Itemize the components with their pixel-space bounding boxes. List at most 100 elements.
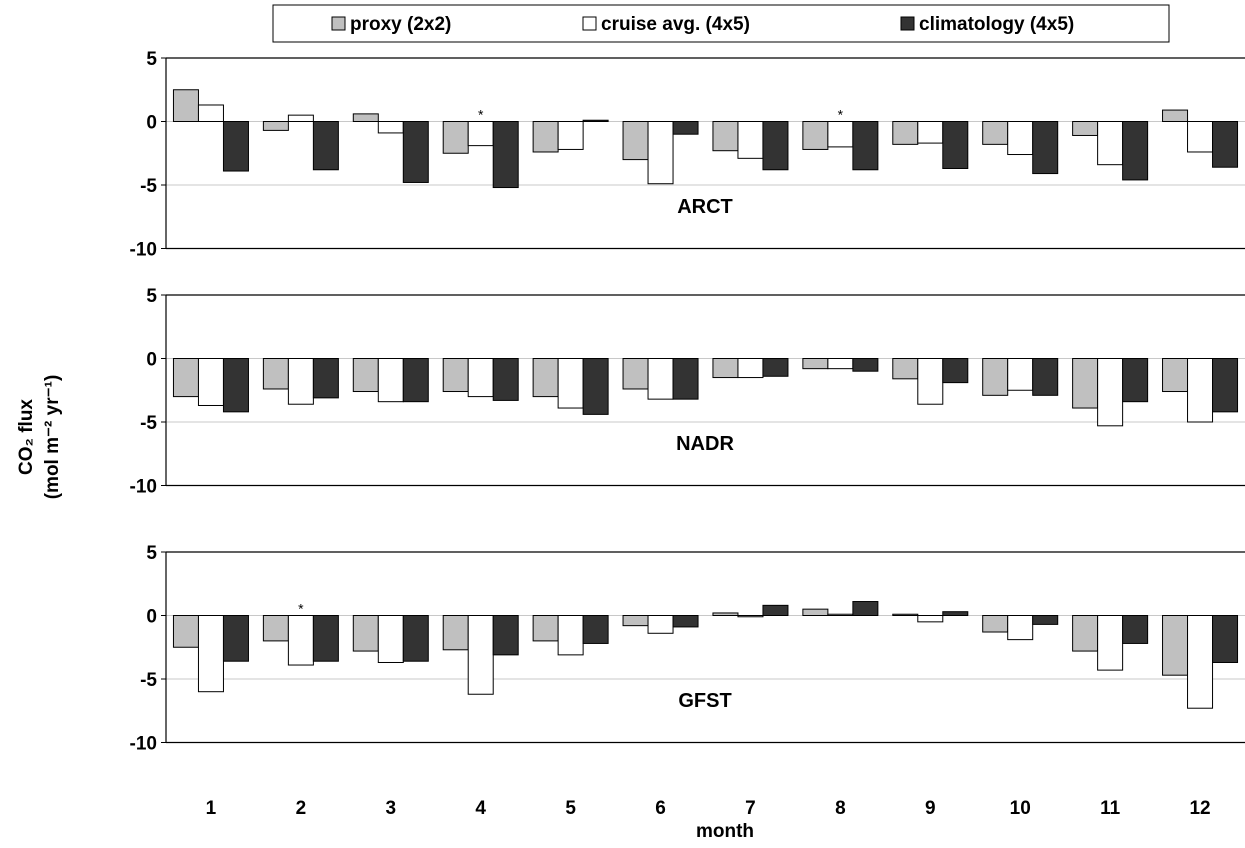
panels: 5 0 -5 -10 ARCT * * 5 0 -5 -10 NADR 5 0 -5 -10 GFST *	[130, 49, 1245, 755]
y-axis-title-line1: CO₂ flux	[16, 399, 37, 475]
bar-nadr-cruise-month-6	[647, 358, 674, 400]
bar-nadr-cruise-month-8	[827, 358, 854, 370]
bar-arct-cruise-month-1	[197, 104, 224, 122]
x-tick-label: 9	[925, 798, 936, 819]
bar-arct-cruise-month-9	[917, 121, 944, 144]
bar-nadr-cruise-month-9	[917, 358, 944, 405]
bar-nadr-cruise-month-11	[1097, 358, 1124, 427]
bar-nadr-cruise-month-10	[1007, 358, 1034, 391]
x-tick-label: 5	[565, 798, 576, 819]
bar-nadr-climatology-month-2	[312, 358, 339, 399]
bar-arct-climatology-month-9	[942, 121, 969, 169]
bar-gfst-climatology-month-4	[492, 615, 519, 656]
bar-arct-cruise-month-5	[557, 121, 584, 150]
bar-gfst-cruise-month-3	[377, 615, 404, 663]
bar-nadr-cruise-month-4	[467, 358, 494, 398]
bar-nadr-cruise-month-7	[737, 358, 764, 379]
asterisk-marker: *	[838, 107, 844, 123]
y-axis-title-line2: (mol m⁻² yr⁻¹)	[42, 375, 63, 500]
bar-nadr-climatology-month-12	[1212, 358, 1239, 413]
bar-arct-proxy-month-8	[802, 121, 829, 150]
y-tick-label: 5	[146, 543, 157, 564]
bar-nadr-cruise-month-1	[197, 358, 224, 406]
legend-label-proxy: proxy (2x2)	[350, 14, 451, 35]
bar-nadr-climatology-month-7	[762, 358, 789, 377]
asterisk-marker: *	[298, 601, 304, 617]
bar-gfst-cruise-month-7	[737, 615, 764, 618]
legend-swatch-proxy	[331, 16, 346, 31]
legend: proxy (2x2) cruise avg. (4x5) climatolog…	[272, 4, 1170, 43]
bar-arct-cruise-month-3	[377, 121, 404, 134]
bar-arct-proxy-month-11	[1072, 121, 1099, 136]
bar-gfst-cruise-month-9	[917, 615, 944, 623]
bar-arct-proxy-month-4	[442, 121, 469, 154]
bar-nadr-climatology-month-3	[402, 358, 429, 403]
bar-nadr-climatology-month-10	[1032, 358, 1059, 396]
bar-nadr-proxy-month-11	[1072, 358, 1099, 409]
bar-arct-cruise-month-6	[647, 121, 674, 185]
bar-gfst-proxy-month-12	[1162, 615, 1189, 676]
bar-nadr-proxy-month-4	[442, 358, 469, 393]
bar-arct-cruise-month-11	[1097, 121, 1124, 166]
bar-arct-climatology-month-7	[762, 121, 789, 171]
bar-nadr-climatology-month-4	[492, 358, 519, 401]
bar-gfst-climatology-month-11	[1122, 615, 1149, 644]
panel-arct: 5 0 -5 -10 ARCT * *	[130, 49, 1245, 261]
bar-nadr-proxy-month-2	[262, 358, 289, 390]
x-axis-title: month	[696, 821, 754, 842]
x-tick-label: 10	[1010, 798, 1031, 819]
bar-arct-proxy-month-7	[712, 121, 739, 152]
x-tick-label: 12	[1189, 798, 1210, 819]
bar-nadr-proxy-month-8	[802, 358, 829, 370]
bar-gfst-proxy-month-7	[712, 612, 739, 617]
y-tick-label: 0	[146, 350, 157, 371]
bar-gfst-proxy-month-2	[262, 615, 289, 642]
panel-label-gfst: GFST	[678, 690, 731, 712]
bar-nadr-proxy-month-1	[172, 358, 199, 398]
bar-nadr-cruise-month-5	[557, 358, 584, 409]
bar-gfst-climatology-month-1	[222, 615, 249, 662]
bar-nadr-climatology-month-5	[582, 358, 609, 415]
y-tick-label: -10	[130, 734, 157, 755]
bar-gfst-climatology-month-5	[582, 615, 609, 644]
bar-gfst-climatology-month-6	[672, 615, 699, 628]
bar-gfst-cruise-month-4	[467, 615, 494, 695]
bar-nadr-proxy-month-10	[982, 358, 1009, 396]
bar-arct-climatology-month-8	[852, 121, 879, 171]
y-tick-label: 0	[146, 607, 157, 628]
x-tick-label: 4	[475, 798, 486, 819]
bar-nadr-proxy-month-12	[1162, 358, 1189, 393]
bar-arct-climatology-month-2	[312, 121, 339, 171]
bar-arct-proxy-month-6	[622, 121, 649, 161]
legend-label-climatology: climatology (4x5)	[919, 14, 1074, 35]
bar-arct-climatology-month-6	[672, 121, 699, 135]
bar-arct-cruise-month-2	[287, 114, 314, 123]
bar-gfst-climatology-month-8	[852, 601, 879, 617]
bar-arct-cruise-month-7	[737, 121, 764, 159]
legend-box	[272, 4, 1170, 43]
bar-arct-proxy-month-1	[172, 89, 199, 122]
panel-label-arct: ARCT	[677, 196, 733, 218]
bar-nadr-proxy-month-7	[712, 358, 739, 379]
bar-arct-cruise-month-12	[1187, 121, 1214, 153]
y-tick-label: -5	[140, 670, 157, 691]
x-tick-label: 6	[655, 798, 666, 819]
bar-nadr-cruise-month-2	[287, 358, 314, 405]
bar-gfst-cruise-month-5	[557, 615, 584, 656]
bar-gfst-proxy-month-11	[1072, 615, 1099, 652]
legend-label-cruise: cruise avg. (4x5)	[601, 14, 750, 35]
x-tick-label: 2	[296, 798, 307, 819]
x-tick-label: 1	[206, 798, 217, 819]
bar-arct-climatology-month-4	[492, 121, 519, 189]
panel-gfst: 5 0 -5 -10 GFST *	[130, 543, 1245, 755]
bar-gfst-cruise-month-11	[1097, 615, 1124, 671]
bar-arct-proxy-month-2	[262, 121, 289, 131]
bar-gfst-proxy-month-1	[172, 615, 199, 648]
bar-arct-cruise-month-4	[467, 121, 494, 147]
bar-gfst-climatology-month-3	[402, 615, 429, 662]
bar-arct-climatology-month-10	[1032, 121, 1059, 175]
bar-gfst-climatology-month-7	[762, 604, 789, 617]
bar-arct-cruise-month-10	[1007, 121, 1034, 156]
panel-label-nadr: NADR	[676, 433, 734, 455]
